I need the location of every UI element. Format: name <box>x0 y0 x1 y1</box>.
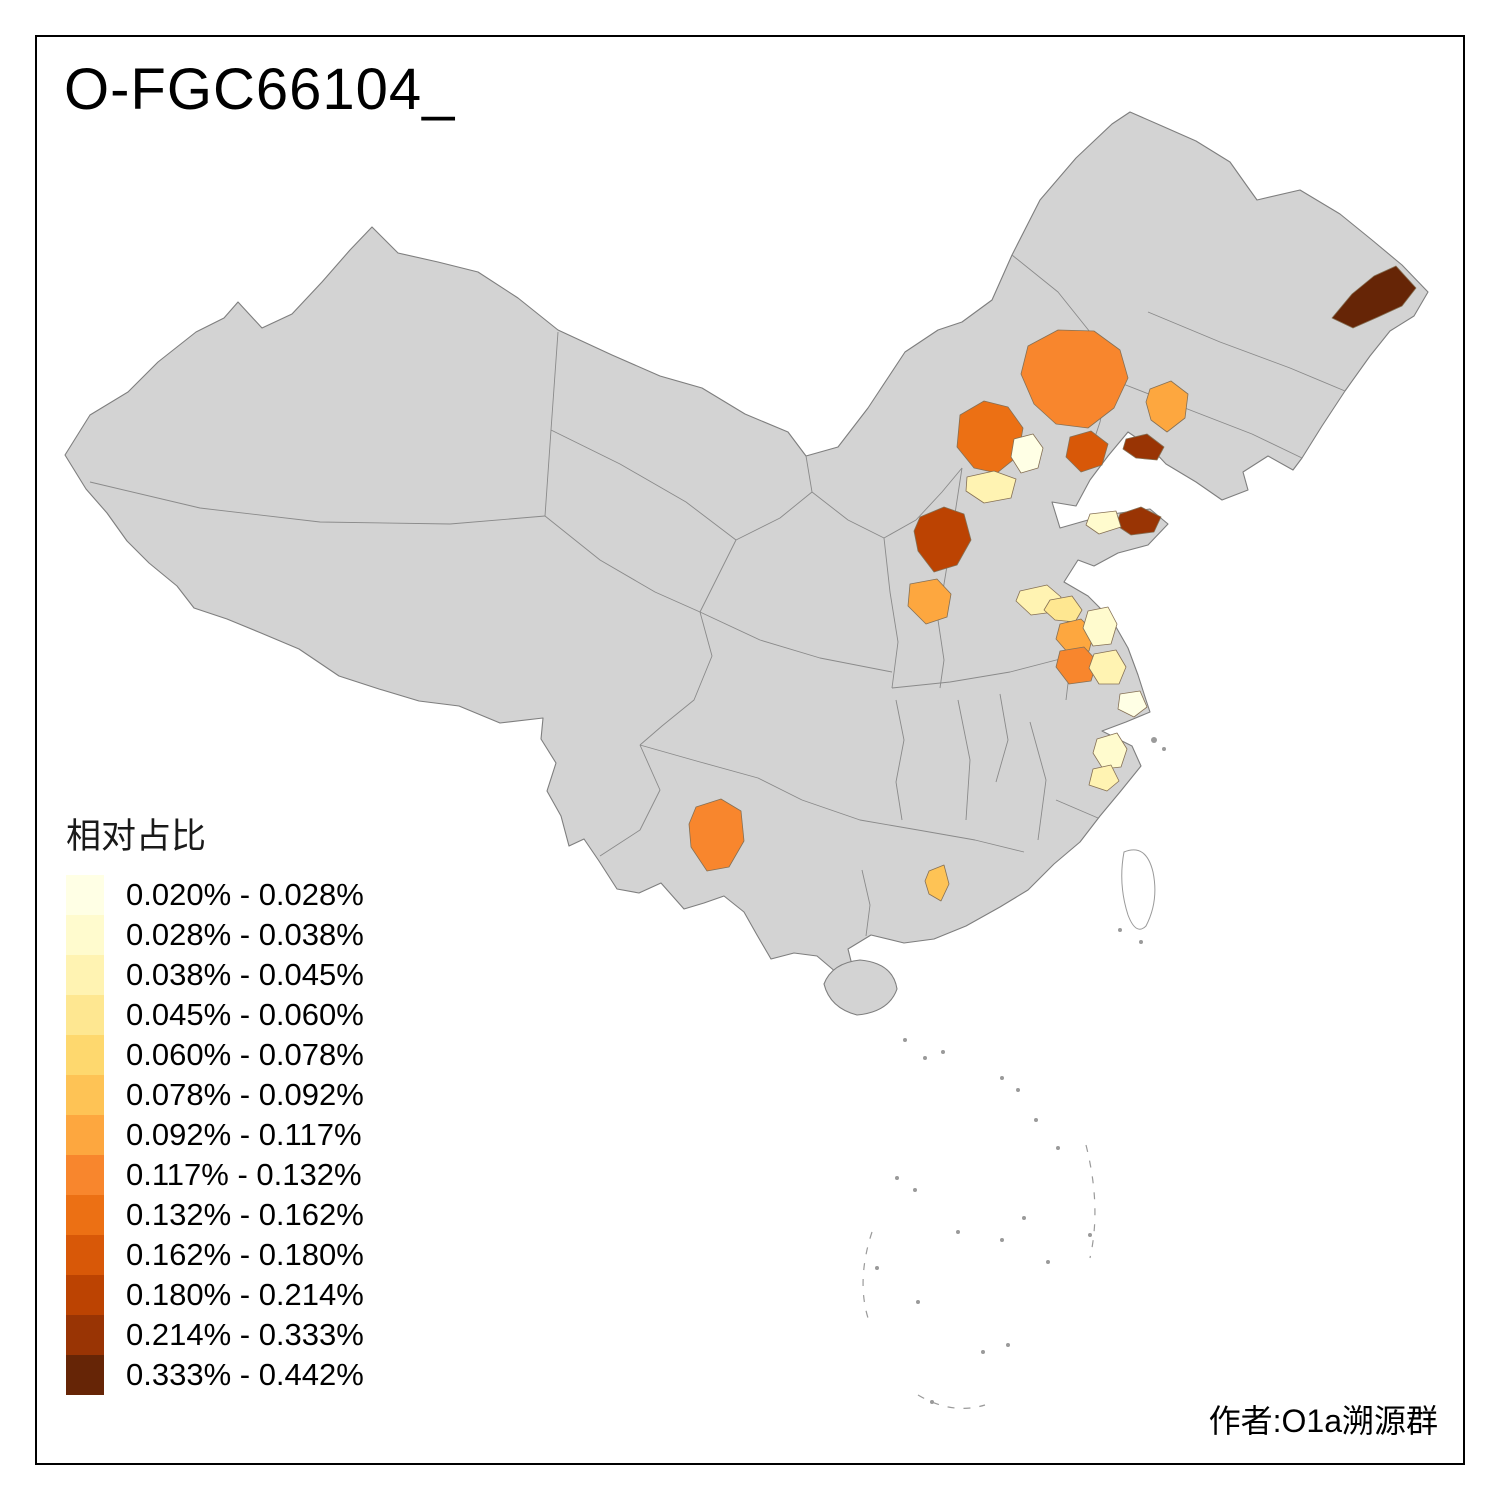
map-regions <box>688 265 1417 902</box>
legend-label: 0.180% - 0.214% <box>126 1277 364 1312</box>
map-region <box>1082 606 1118 647</box>
legend: 相对占比 0.020% - 0.028% 0.028% - 0.038% 0.038… <box>66 808 364 1395</box>
map-region <box>907 578 952 625</box>
legend-item: 0.214% - 0.333% <box>66 1315 364 1355</box>
legend-title: 相对占比 <box>66 817 207 856</box>
legend-swatch <box>66 1075 104 1115</box>
map-region <box>1065 430 1109 473</box>
map-region <box>1122 433 1165 461</box>
page-title: O-FGC66104_ <box>64 57 456 122</box>
legend-swatch <box>66 1355 104 1395</box>
map-region <box>1020 329 1129 429</box>
province-borders <box>89 254 1346 937</box>
hainan-island <box>823 959 898 1016</box>
south-china-sea-islets <box>862 737 1166 1410</box>
legend-swatch <box>66 1035 104 1075</box>
legend-item: 0.028% - 0.038% <box>66 915 364 955</box>
legend-swatch <box>66 995 104 1035</box>
legend-label: 0.214% - 0.333% <box>126 1317 364 1352</box>
legend-swatch <box>66 1275 104 1315</box>
map-region <box>1117 690 1148 718</box>
legend-item: 0.180% - 0.214% <box>66 1275 364 1315</box>
legend-swatch <box>66 1195 104 1235</box>
legend-swatch <box>66 1115 104 1155</box>
legend-label: 0.060% - 0.078% <box>126 1037 364 1072</box>
legend-item: 0.132% - 0.162% <box>66 1195 364 1235</box>
legend-item: 0.117% - 0.132% <box>66 1155 364 1195</box>
map-region <box>1092 732 1128 770</box>
legend-swatch <box>66 955 104 995</box>
map-region <box>1088 764 1120 792</box>
legend-item: 0.092% - 0.117% <box>66 1115 364 1155</box>
map-region <box>1331 265 1417 329</box>
map-region <box>1010 433 1044 474</box>
legend-item: 0.020% - 0.028% <box>66 875 364 915</box>
legend-item: 0.045% - 0.060% <box>66 995 364 1035</box>
map-region <box>965 470 1017 504</box>
legend-item: 0.038% - 0.045% <box>66 955 364 995</box>
map-region <box>1088 649 1127 685</box>
map-region <box>1055 646 1098 685</box>
legend-swatch <box>66 875 104 915</box>
map-region <box>913 506 972 573</box>
map-region <box>688 798 745 872</box>
legend-label: 0.092% - 0.117% <box>126 1117 362 1152</box>
legend-label: 0.162% - 0.180% <box>126 1237 364 1272</box>
legend-item: 0.078% - 0.092% <box>66 1075 364 1115</box>
legend-label: 0.117% - 0.132% <box>126 1157 362 1192</box>
legend-label: 0.045% - 0.060% <box>126 997 364 1032</box>
legend-swatch <box>66 1315 104 1355</box>
legend-swatch <box>66 1155 104 1195</box>
legend-label: 0.028% - 0.038% <box>126 917 364 952</box>
author-credit: 作者:O1a溯源群 <box>1208 1403 1438 1439</box>
map-region <box>924 864 950 902</box>
map-region <box>1085 510 1122 535</box>
legend-item: 0.333% - 0.442% <box>66 1355 364 1395</box>
legend-swatch <box>66 1235 104 1275</box>
legend-label: 0.078% - 0.092% <box>126 1077 364 1112</box>
legend-label: 0.132% - 0.162% <box>126 1197 364 1232</box>
legend-label: 0.333% - 0.442% <box>126 1357 364 1392</box>
legend-swatch <box>66 915 104 955</box>
taiwan-island <box>1121 849 1156 930</box>
legend-label: 0.038% - 0.045% <box>126 957 364 992</box>
legend-item: 0.060% - 0.078% <box>66 1035 364 1075</box>
legend-label: 0.020% - 0.028% <box>126 877 364 912</box>
map-region <box>1145 380 1189 433</box>
legend-item: 0.162% - 0.180% <box>66 1235 364 1275</box>
legend-items: 0.020% - 0.028% 0.028% - 0.038% 0.038% - 0… <box>66 875 364 1395</box>
